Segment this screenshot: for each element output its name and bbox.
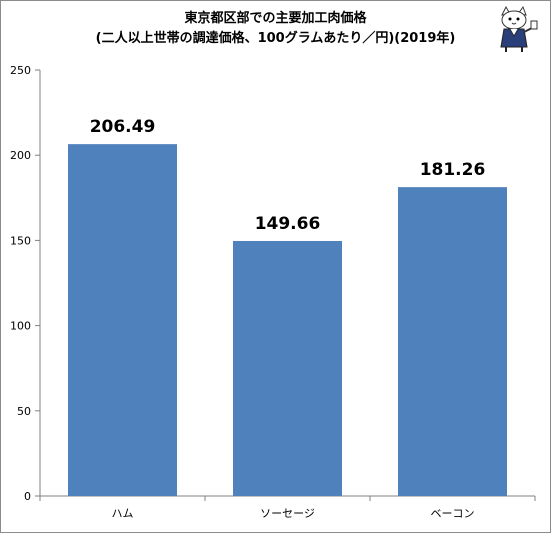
category-label: ベーコン — [431, 507, 475, 520]
y-tick-label: 150 — [10, 234, 31, 247]
y-tick-label: 50 — [17, 405, 31, 418]
category-label: ソーセージ — [260, 507, 315, 520]
chart-subtitle: (二人以上世帯の調達価格、100グラムあたり／円)(2019年) — [95, 31, 456, 46]
y-tick-label: 250 — [10, 64, 31, 77]
bar — [398, 187, 507, 496]
data-labels-group: 206.49 149.66 181.26 — [90, 117, 486, 234]
bar-value-label: 206.49 — [90, 117, 156, 137]
mascot-character-icon — [500, 5, 538, 52]
y-axis-ticks: 0 50 100 150 200 250 — [10, 64, 40, 503]
category-labels-group: ハム ソーセージ ベーコン — [112, 507, 475, 520]
bars-group — [68, 144, 507, 496]
category-label: ハム — [112, 507, 134, 520]
y-tick-label: 0 — [24, 490, 31, 503]
y-tick-label: 100 — [10, 320, 31, 333]
x-axis-ticks — [39, 496, 536, 501]
bar — [233, 240, 342, 496]
bar — [68, 144, 177, 496]
chart-title: 東京都区部での主要加工肉価格 — [184, 11, 367, 26]
bar-value-label: 181.26 — [420, 160, 486, 180]
chart-title-block: 東京都区部での主要加工肉価格 (二人以上世帯の調達価格、100グラムあたり／円)… — [0, 9, 551, 49]
y-tick-label: 200 — [10, 149, 31, 162]
bar-value-label: 149.66 — [255, 214, 321, 234]
